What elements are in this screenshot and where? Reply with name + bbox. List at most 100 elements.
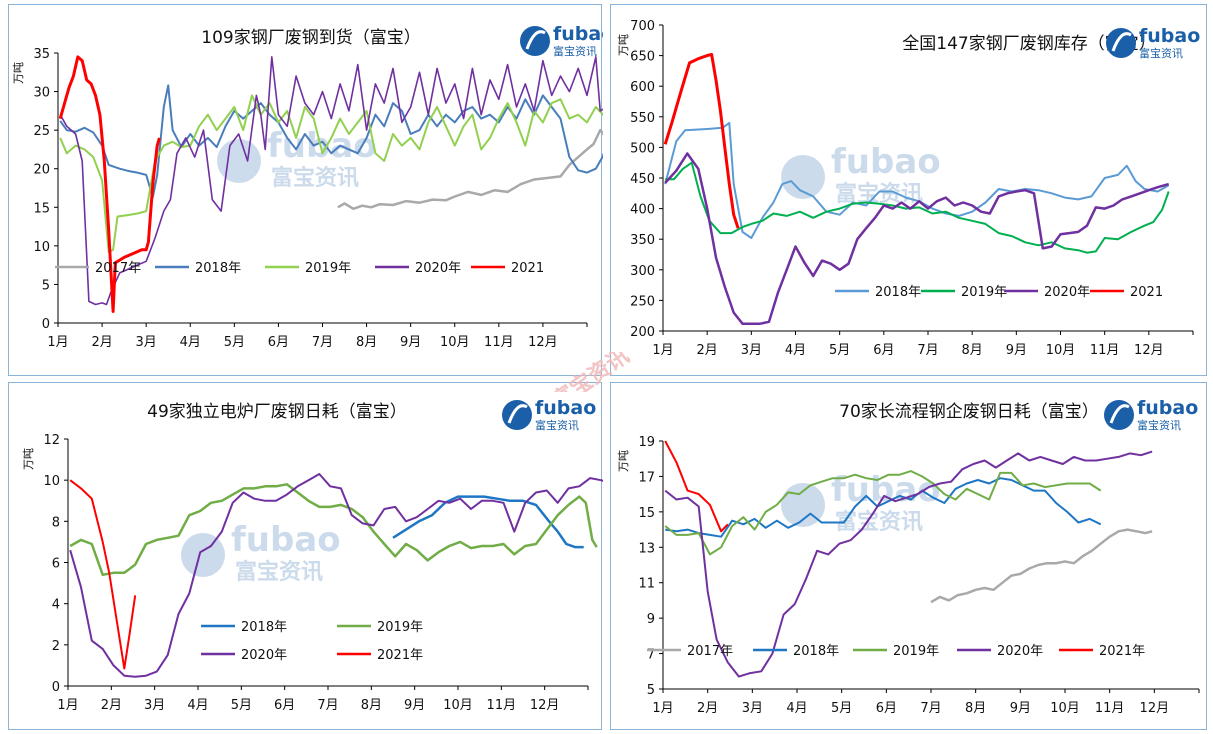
fubao-logo-sub: 富宝资讯 xyxy=(1137,418,1181,432)
x-tick-label: 5月 xyxy=(224,335,245,350)
y-tick-label: 30 xyxy=(33,86,50,101)
x-tick-label: 7月 xyxy=(920,701,941,716)
fubao-logo-brand: fubao xyxy=(553,23,603,45)
x-tick-label: 4月 xyxy=(785,343,806,358)
watermark-sub: 富宝资讯 xyxy=(235,559,323,585)
x-tick-label: 6月 xyxy=(876,701,897,716)
chart-109-arrivals: fubao富宝资讯109家钢厂废钢到货（富宝）fubao富宝资讯05101520… xyxy=(12,23,603,350)
x-tick-label: 1月 xyxy=(652,343,673,358)
series-line-2019年 xyxy=(59,94,603,253)
x-tick-label: 4月 xyxy=(187,698,208,713)
x-tick-label: 11月 xyxy=(487,698,517,713)
x-tick-label: 7月 xyxy=(312,335,333,350)
series-line-2021 xyxy=(663,52,740,229)
fubao-logo-sub: 富宝资讯 xyxy=(1139,46,1183,60)
watermark-logo-mark-icon xyxy=(181,533,225,577)
chart-panel-147-inventory: fubao 富宝资讯 全国147家钢厂废钢库存（富宝） fubao 富宝资讯 200 250… xyxy=(610,4,1207,376)
fubao-logo-brand: fubao xyxy=(1137,397,1198,419)
y-tick-label: 250 xyxy=(630,294,655,309)
x-tick-label: 8月 xyxy=(965,701,986,716)
y-tick-label: 0 xyxy=(42,317,50,332)
chart-title: 70家长流程钢企废钢日耗（富宝） xyxy=(839,402,1099,422)
legend-label: 2017年 xyxy=(95,261,141,276)
x-tick-label: 8月 xyxy=(356,335,377,350)
watermark-sub: 富宝资讯 xyxy=(835,509,923,535)
legend-label: 2019年 xyxy=(961,285,1007,300)
x-tick-label: 4月 xyxy=(180,335,201,350)
legend-label: 2020年 xyxy=(1044,285,1090,300)
x-tick-label: 6月 xyxy=(274,698,295,713)
y-tick-label: 550 xyxy=(630,111,655,126)
y-axis-unit: 万吨 xyxy=(12,62,25,84)
x-tick-label: 10月 xyxy=(440,335,470,350)
x-tick-label: 9月 xyxy=(1006,343,1027,358)
chart-title: 49家独立电炉厂废钢日耗（富宝） xyxy=(147,402,407,422)
legend-label: 2019年 xyxy=(377,620,423,635)
y-tick-label: 400 xyxy=(630,203,655,218)
x-tick-label: 9月 xyxy=(400,335,421,350)
fubao-logo-mark-icon xyxy=(520,26,550,56)
y-axis-unit: 万吨 xyxy=(22,448,35,470)
y-tick-label: 17 xyxy=(638,470,655,485)
y-tick-label: 300 xyxy=(630,264,655,279)
y-tick-label: 5 xyxy=(42,278,50,293)
x-tick-label: 2月 xyxy=(91,335,112,350)
x-tick-label: 3月 xyxy=(742,701,763,716)
series-line-2020年 xyxy=(59,56,603,306)
y-tick-label: 450 xyxy=(630,172,655,187)
series-line-2020年 xyxy=(69,473,603,678)
x-tick-label: 12月 xyxy=(1134,343,1164,358)
y-tick-label: 13 xyxy=(638,541,655,556)
y-tick-label: 15 xyxy=(33,201,50,216)
legend-label: 2021 xyxy=(1130,285,1163,300)
x-tick-label: 10月 xyxy=(1050,701,1080,716)
x-tick-label: 5月 xyxy=(231,698,252,713)
legend-label: 2019年 xyxy=(893,644,939,659)
chart-panel-109-arrivals: fubao富宝资讯109家钢厂废钢到货（富宝）fubao富宝资讯05101520… xyxy=(8,4,603,376)
fubao-logo-mark-icon xyxy=(502,400,532,430)
series-line-2021 xyxy=(58,55,161,313)
fubao-logo-mark-icon xyxy=(1106,28,1136,58)
y-tick-label: 700 xyxy=(630,19,655,34)
fubao-logo-brand: fubao xyxy=(1139,25,1200,47)
y-tick-label: 11 xyxy=(638,577,655,592)
x-tick-label: 6月 xyxy=(873,343,894,358)
center-watermark: 富宝资讯 xyxy=(547,352,634,392)
x-tick-label: 1月 xyxy=(652,701,673,716)
chart-panel-70-long-process-daily: fubao 富宝资讯 70家长流程钢企废钢日耗（富宝） fubao 富宝资讯 5 7 9 11 1… xyxy=(610,382,1207,730)
fubao-logo-sub: 富宝资讯 xyxy=(535,418,579,432)
x-tick-label: 2月 xyxy=(697,343,718,358)
series-line-2021年 xyxy=(664,440,729,533)
x-tick-label: 9月 xyxy=(1010,701,1031,716)
fubao-logo-swoosh-icon xyxy=(1109,404,1130,424)
legend-label: 2021年 xyxy=(377,648,423,663)
x-tick-label: 2月 xyxy=(697,701,718,716)
x-tick-label: 10月 xyxy=(443,698,473,713)
legend-label: 2020年 xyxy=(997,644,1043,659)
center-watermark-text: 富宝资讯 xyxy=(547,352,634,392)
y-tick-label: 0 xyxy=(52,680,60,695)
series-line-2020年 xyxy=(664,152,1170,325)
chart-title: 全国147家钢厂废钢库存（富宝） xyxy=(902,34,1155,54)
y-tick-label: 350 xyxy=(630,233,655,248)
watermark-brand: fubao xyxy=(231,520,341,560)
y-tick-label: 19 xyxy=(638,435,655,450)
y-tick-label: 15 xyxy=(638,506,655,521)
fubao-logo-sub: 富宝资讯 xyxy=(553,44,597,58)
legend-label: 2021年 xyxy=(1099,644,1145,659)
watermark-logo-mark-icon xyxy=(217,139,261,183)
y-tick-label: 650 xyxy=(630,50,655,65)
x-tick-label: 8月 xyxy=(962,343,983,358)
chart-title: 109家钢厂废钢到货（富宝） xyxy=(201,28,420,48)
y-axis-unit: 万吨 xyxy=(617,450,630,472)
x-tick-label: 10月 xyxy=(1046,343,1076,358)
chart-panel-49-eaf-daily: fubao 富宝资讯 49家独立电炉厂废钢日耗（富宝） fubao 富宝资讯 0 2 4 6 8 1… xyxy=(8,382,603,730)
chart-147-inventory: fubao富宝资讯全国147家钢厂废钢库存（富宝）fubao富宝资讯200250… xyxy=(617,19,1200,358)
y-tick-label: 7 xyxy=(647,648,655,663)
series-line-2018年 xyxy=(664,121,1170,239)
y-tick-label: 200 xyxy=(630,325,655,340)
y-tick-label: 6 xyxy=(52,557,60,572)
